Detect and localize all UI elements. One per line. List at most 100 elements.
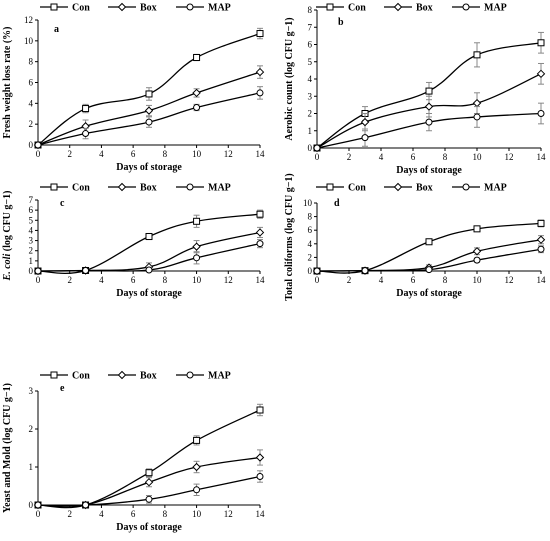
series-map	[34, 239, 264, 275]
y-tick-label: 8	[308, 5, 313, 15]
marker-square	[50, 183, 58, 191]
marker-diamond	[393, 2, 403, 12]
x-tick-label: 10	[192, 275, 202, 285]
series-map	[313, 245, 545, 275]
marker-circle	[145, 495, 153, 503]
marker-diamond	[144, 477, 154, 487]
x-tick-label: 8	[163, 275, 168, 285]
x-tick-label: 6	[131, 275, 136, 285]
x-tick-label: 12	[224, 149, 233, 159]
x-tick-label: 0	[315, 275, 320, 285]
x-tick-label: 2	[347, 152, 352, 162]
y-tick-label: 6	[29, 205, 34, 215]
series-map	[34, 86, 264, 149]
marker-square	[193, 436, 201, 444]
y-tick-label: 8	[29, 57, 34, 67]
marker-circle	[193, 104, 201, 111]
y-tick-label: 2	[308, 252, 313, 262]
marker-square	[50, 371, 58, 379]
marker-diamond	[255, 228, 265, 237]
panel-letter: e	[60, 383, 65, 394]
marker-diamond	[536, 235, 546, 244]
marker-circle	[361, 134, 369, 142]
legend-label: Con	[72, 371, 90, 382]
x-tick-label: 10	[192, 509, 202, 519]
y-tick-label: 0	[29, 140, 34, 150]
y-tick-label: 0	[29, 500, 34, 510]
y-tick-label: 6	[29, 78, 34, 88]
series-con	[313, 31, 545, 152]
marker-diamond	[255, 453, 265, 462]
panel-letter: d	[334, 198, 340, 209]
x-tick-label: 14	[256, 149, 266, 159]
marker-circle	[313, 267, 321, 275]
x-axis-label: Days of storage	[396, 165, 462, 176]
marker-circle	[473, 256, 481, 264]
marker-circle	[82, 130, 90, 138]
x-axis-label: Days of storage	[116, 162, 182, 173]
marker-square	[50, 3, 58, 11]
x-tick-label: 12	[224, 275, 233, 285]
y-tick-label: 1	[308, 126, 313, 136]
marker-circle	[537, 110, 545, 117]
panel-letter: a	[54, 24, 59, 35]
series-map	[34, 470, 264, 509]
y-axis-label: Total coliforms (log CFU g−1)	[284, 173, 295, 301]
x-tick-label: 0	[36, 149, 41, 159]
series-box	[312, 62, 546, 153]
y-axis-label-rest: (log CFU g−1)	[2, 191, 13, 254]
series-box	[33, 65, 265, 150]
marker-square	[145, 469, 153, 477]
marker-circle	[34, 141, 42, 149]
x-tick-label: 10	[192, 149, 202, 159]
marker-diamond	[192, 88, 201, 98]
marker-diamond	[360, 117, 370, 127]
marker-circle	[425, 118, 433, 126]
panel-letter: c	[60, 198, 65, 209]
y-tick-label: 3	[29, 236, 34, 246]
marker-circle	[361, 267, 369, 275]
marker-diamond	[117, 2, 127, 12]
marker-circle	[186, 183, 194, 191]
marker-circle	[34, 501, 42, 509]
legend: Con Box MAP	[316, 183, 507, 194]
y-tick-label: 3	[29, 386, 34, 396]
marker-circle	[462, 183, 470, 191]
chart-panel-a: 0 2 4 6 8 10 12 0 2 4 6 8 10 12 14 Days of storage Fresh…	[2, 3, 265, 174]
marker-circle	[425, 266, 433, 274]
marker-diamond	[393, 182, 403, 192]
y-tick-label: 12	[24, 15, 33, 25]
marker-square	[193, 217, 201, 225]
x-tick-label: 4	[99, 149, 104, 159]
marker-diamond	[192, 242, 201, 251]
legend: Con Box MAP	[40, 183, 231, 194]
y-tick-label: 1	[29, 256, 34, 266]
legend-label: MAP	[208, 3, 231, 14]
y-tick-label: 8	[308, 212, 313, 222]
y-tick-label: 0	[308, 143, 313, 153]
y-tick-label: 5	[29, 215, 34, 225]
legend: Con Box MAP	[316, 3, 507, 14]
y-axis-label: Aerobic count (log CFU g−1)	[284, 17, 295, 140]
x-tick-label: 12	[224, 509, 233, 519]
x-tick-label: 0	[315, 152, 320, 162]
y-tick-label: 0	[308, 266, 313, 276]
x-axis-label: Days of storage	[116, 522, 182, 533]
y-tick-label: 7	[308, 22, 313, 32]
marker-circle	[186, 3, 194, 11]
marker-circle	[193, 254, 201, 262]
x-tick-label: 0	[36, 509, 41, 519]
y-tick-label: 3	[308, 91, 313, 101]
y-axis-label-italic: E. coli	[2, 254, 13, 282]
y-tick-label: 10	[24, 36, 34, 46]
marker-circle	[82, 266, 90, 274]
marker-diamond	[472, 247, 482, 256]
marker-square	[256, 210, 264, 218]
y-tick-label: 2	[308, 109, 313, 119]
y-tick-label: 2	[29, 246, 34, 256]
x-tick-label: 2	[67, 509, 72, 519]
y-axis-label: Fresh weight loss rate (%)	[2, 26, 13, 138]
y-axis-label: Yeast and Mold (log CFU g−1)	[2, 383, 13, 513]
legend-label: Con	[348, 183, 366, 194]
